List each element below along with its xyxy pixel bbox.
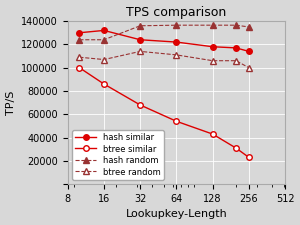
btree similar (247, 156, 251, 159)
hash random (102, 38, 106, 41)
Line: hash similar: hash similar (76, 28, 252, 54)
hash similar (102, 29, 106, 32)
hash random (175, 24, 178, 27)
btree random (234, 59, 238, 62)
btree similar (102, 83, 106, 85)
X-axis label: Lookupkey-Length: Lookupkey-Length (125, 209, 227, 219)
hash random (211, 24, 214, 27)
hash similar (78, 32, 81, 34)
hash similar (211, 45, 214, 48)
btree random (102, 58, 106, 61)
Legend: hash similar, btree similar, hash random, btree random: hash similar, btree similar, hash random… (72, 130, 164, 180)
Title: TPS comparison: TPS comparison (126, 6, 226, 18)
btree similar (175, 120, 178, 123)
hash random (234, 24, 238, 27)
btree random (138, 50, 142, 53)
Line: hash random: hash random (76, 22, 252, 43)
hash similar (234, 47, 238, 49)
btree random (175, 54, 178, 56)
hash random (78, 38, 81, 41)
btree similar (211, 133, 214, 135)
hash similar (175, 41, 178, 43)
Line: btree random: btree random (76, 49, 252, 70)
btree random (247, 66, 251, 69)
btree similar (234, 147, 238, 149)
hash random (247, 26, 251, 28)
btree random (78, 56, 81, 58)
hash similar (247, 50, 251, 53)
btree similar (138, 104, 142, 106)
btree similar (78, 66, 81, 69)
Line: btree similar: btree similar (76, 65, 252, 160)
hash similar (138, 38, 142, 41)
Y-axis label: TP/S: TP/S (6, 90, 16, 115)
hash random (138, 25, 142, 27)
btree random (211, 59, 214, 62)
